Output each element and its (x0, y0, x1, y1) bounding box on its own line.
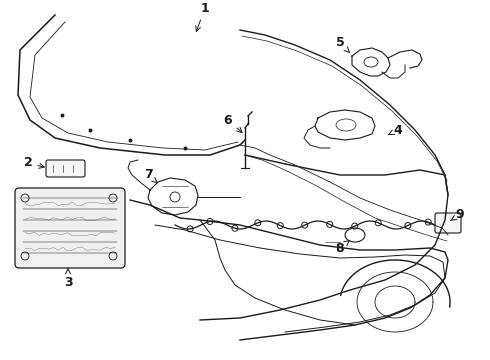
Text: 9: 9 (450, 208, 465, 221)
Text: 5: 5 (336, 36, 349, 53)
FancyBboxPatch shape (15, 188, 125, 268)
Text: 7: 7 (144, 168, 157, 183)
Text: 1: 1 (196, 1, 209, 31)
Text: 4: 4 (389, 123, 402, 136)
Text: 6: 6 (224, 113, 242, 132)
FancyBboxPatch shape (435, 213, 461, 233)
Text: 3: 3 (64, 269, 73, 288)
Text: 8: 8 (336, 240, 349, 255)
FancyBboxPatch shape (46, 160, 85, 177)
Text: 2: 2 (24, 157, 44, 170)
